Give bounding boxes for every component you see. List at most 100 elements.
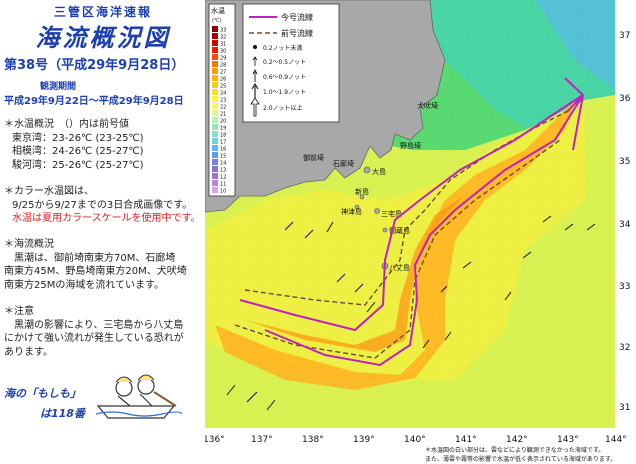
speed-label: 2.0ノット以上 — [263, 104, 302, 112]
lon-label: 137° — [251, 435, 273, 445]
temp-swatch — [212, 145, 218, 151]
temp-scale-label: 31 — [220, 42, 226, 48]
temp-swatch — [212, 75, 218, 81]
place-label: 新島 — [355, 187, 369, 196]
temp-scale-label: 33 — [220, 28, 226, 34]
speed-arrow-medium-icon — [252, 68, 258, 82]
temp-scale-label: 30 — [220, 49, 226, 55]
temp-scale-label: 26 — [220, 77, 226, 83]
lat-label: 33 — [619, 282, 630, 292]
current-line: 南東方45M、野島埼南東方20M、犬吠埼 — [4, 266, 187, 277]
temp-scale-label: 28 — [220, 63, 226, 69]
place-label: 御前埼 — [303, 153, 324, 162]
rescue-boat-illustration — [95, 374, 182, 419]
temp-swatch — [212, 187, 218, 193]
lat-label: 37 — [619, 31, 630, 41]
lon-label: 140° — [404, 435, 426, 445]
temp-scale-label: 24 — [220, 91, 226, 97]
temp-swatch — [212, 103, 218, 109]
color-scale-note: 水温は夏用カラースケールを使用中です。 — [12, 213, 201, 224]
lat-label: 31 — [619, 403, 630, 413]
temp-scale-label: 12 — [220, 175, 226, 181]
island-mikurajima — [382, 227, 388, 233]
place-label: 御蔵島 — [389, 226, 410, 235]
current-streamline-arrowhead — [564, 77, 584, 151]
lat-label: 35 — [619, 157, 630, 167]
temp-swatch — [212, 138, 218, 144]
speed-arrow-small-icon — [252, 56, 258, 66]
current-heading: ＊海流概況 — [4, 239, 54, 250]
island-niijima — [359, 194, 365, 200]
island-oshima — [363, 166, 371, 174]
current-section: ＊海流概況 黒潮は、御前埼南東方70M、石廊埼 南東方45M、野島埼南東方20M… — [4, 238, 206, 292]
current-streamline — [239, 94, 584, 332]
place-label: 石廊埼 — [333, 159, 354, 168]
speed-lt-0.2-icon — [253, 45, 257, 49]
water-temp-heading: ＊水温概況 （）内は前号値 — [4, 119, 129, 130]
temp-swatch — [212, 131, 218, 137]
page-title: 海流概況図 — [35, 24, 171, 52]
lat-label: 34 — [619, 220, 631, 230]
lon-label: 141° — [455, 435, 477, 445]
water-temp-row: 駿河湾：25-26℃ (25-27℃) — [12, 159, 144, 171]
current-line: 黒潮は、御前埼南東方70M、石廊埼 — [4, 252, 176, 264]
temp-scale-label: 23 — [220, 98, 226, 104]
previous-streamline — [234, 139, 561, 359]
temp-swatch — [212, 166, 218, 172]
temp-scale-label: 22 — [220, 105, 226, 111]
caution-line: にかけて強い流れが発生している恐れが — [4, 333, 184, 344]
temp-swatch — [212, 117, 218, 123]
color-map-section: ＊カラー水温図は、 9/25から9/27までの3日合成画像です。 水温は夏用カラ… — [4, 185, 204, 226]
temp-swatch — [212, 68, 218, 74]
lon-label: 142° — [506, 435, 528, 445]
ocean-current-map: 犬吠埼 野島埼 石廊埼 御前埼 大島 新島 神津島 三宅島 御蔵島 八丈島 13… — [205, 0, 631, 463]
current-legend-box — [242, 3, 340, 123]
previous-line-label: 前号流線 — [281, 28, 313, 38]
temp-swatch — [212, 47, 218, 53]
speed-arrow-large-icon — [251, 82, 259, 98]
office-name: 三管区海洋速報 — [53, 5, 152, 19]
issue-number: 第38号（平成29年9月28日） — [4, 58, 185, 73]
temp-swatch — [212, 96, 218, 102]
temp-scale-label: 14 — [220, 161, 226, 167]
temp-swatch — [212, 152, 218, 158]
map-footnote: また、薄雲や霧等の影響で水温が低く表示されている海域があります。 — [425, 455, 616, 463]
temp-scale-label: 11 — [220, 182, 226, 188]
temp-swatch — [212, 54, 218, 60]
speed-label: 0.6〜0.9ノット — [263, 74, 306, 81]
temp-swatch — [212, 40, 218, 46]
place-label: 大島 — [372, 167, 386, 176]
speed-label: 1.0〜1.9ノット — [263, 89, 306, 96]
lon-label: 143° — [557, 435, 579, 445]
temp-swatch — [212, 110, 218, 116]
place-label: 三宅島 — [381, 209, 402, 218]
current-streamline — [264, 94, 584, 367]
temp-swatch — [212, 124, 218, 130]
current-line: 南東方25Mの海域を流れています。 — [4, 279, 165, 291]
caution-heading: ＊注意 — [4, 306, 34, 317]
temp-scale: 3332313029282726252423222120191817161514… — [212, 26, 226, 195]
caution-line: あります。 — [4, 346, 53, 358]
observation-label: 観測期間 — [40, 82, 77, 92]
temp-legend-unit: (℃) — [212, 18, 222, 24]
temp-swatch — [212, 61, 218, 67]
color-map-heading: ＊カラー水温図は、 — [4, 186, 94, 197]
speed-arrow-xlarge-icon — [250, 97, 260, 117]
temp-legend-title: 水温 — [211, 6, 225, 15]
temp-scale-label: 29 — [220, 56, 226, 62]
temp-swatch — [212, 173, 218, 179]
lon-label: 136° — [205, 435, 225, 445]
speed-label: 0.2〜0.5ノット — [263, 59, 306, 66]
water-temp-row: 東京湾：23-26℃ (23-25℃) — [12, 132, 144, 144]
temp-scale-label: 17 — [220, 140, 226, 146]
temp-scale-label: 19 — [220, 126, 226, 132]
temp-swatch — [212, 159, 218, 165]
lat-label: 36 — [619, 94, 631, 104]
lat-label: 32 — [619, 343, 630, 353]
temp-swatch — [212, 33, 218, 39]
temp-scale-label: 16 — [220, 147, 226, 153]
place-label: 野島埼 — [400, 141, 421, 150]
water-temp-section: ＊水温概況 （）内は前号値 東京湾：23-26℃ (23-25℃) 相模湾：24… — [4, 118, 204, 172]
temp-scale-label: 18 — [220, 133, 226, 139]
hotline-line2: は118番 — [40, 407, 85, 420]
